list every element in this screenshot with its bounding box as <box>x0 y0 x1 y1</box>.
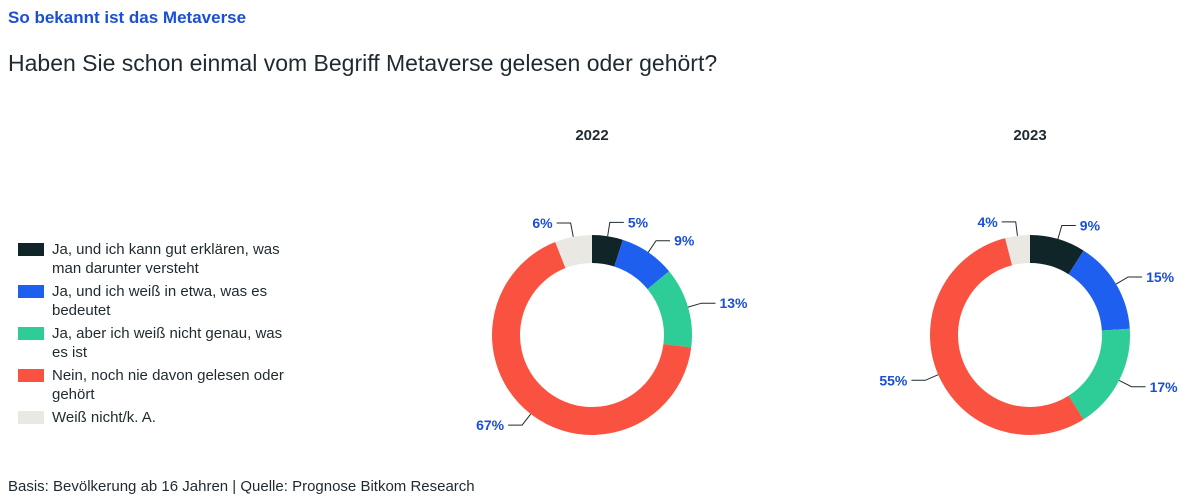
legend-swatch <box>18 243 44 256</box>
data-label-2023-roughly: 15% <box>1146 269 1175 285</box>
chart-year-2023: 2023 <box>1013 127 1046 144</box>
donut-slice-2022-never <box>492 242 692 435</box>
donut-slice-2022-not-exactly <box>647 271 692 348</box>
leader-line-2022-explain <box>607 221 624 237</box>
leader-line-2022-dont-know <box>556 222 574 237</box>
legend-swatch <box>18 369 44 382</box>
data-label-2022-not-exactly: 13% <box>719 295 748 311</box>
legend-item-not-exactly: Ja, aber ich weiß nicht genau, was es is… <box>18 324 298 362</box>
legend: Ja, und ich kann gut erklären, was man d… <box>18 240 298 431</box>
data-label-2023-not-exactly: 17% <box>1150 379 1179 395</box>
leader-line-2023-dont-know <box>1001 221 1018 236</box>
legend-item-dont-know: Weiß nicht/k. A. <box>18 408 298 427</box>
data-label-2023-never: 55% <box>879 372 908 388</box>
data-label-2022-never: 67% <box>476 417 505 433</box>
donut-slice-2023-never <box>930 238 1084 435</box>
leader-line-2023-never <box>911 374 939 381</box>
legend-item-never: Nein, noch nie davon gelesen oder gehört <box>18 366 298 404</box>
chart-kicker: So bekannt ist das Metaverse <box>8 8 247 27</box>
chart-year-2022: 2022 <box>575 127 608 144</box>
source-footer: Basis: Bevölkerung ab 16 Jahren | Quelle… <box>8 478 475 495</box>
chart-title: Haben Sie schon einmal vom Begriff Metav… <box>8 50 718 76</box>
legend-label: Ja, und ich kann gut erklären, was man d… <box>52 241 280 277</box>
legend-label: Ja, aber ich weiß nicht genau, was es is… <box>52 325 283 361</box>
leader-line-2023-explain <box>1057 225 1076 240</box>
legend-item-roughly: Ja, und ich weiß in etwa, was es bedeute… <box>18 282 298 320</box>
legend-label: Nein, noch nie davon gelesen oder gehört <box>52 367 284 403</box>
leader-line-2022-not-exactly <box>687 302 716 308</box>
donut-slice-2022-dont-know <box>555 235 593 269</box>
data-label-2023-explain: 9% <box>1080 218 1101 234</box>
legend-swatch <box>18 327 44 340</box>
legend-swatch <box>18 285 44 298</box>
donut-slice-2022-roughly <box>613 239 670 290</box>
legend-label: Ja, und ich weiß in etwa, was es bedeute… <box>52 283 268 319</box>
donut-slice-2022-explain <box>591 235 623 267</box>
leader-line-2022-roughly <box>647 240 671 253</box>
donut-slice-2023-dont-know <box>1005 235 1031 266</box>
leader-line-2023-roughly <box>1115 276 1143 285</box>
data-label-2022-roughly: 9% <box>674 233 695 249</box>
data-label-2022-explain: 5% <box>628 214 649 230</box>
data-label-2023-dont-know: 4% <box>977 214 998 230</box>
leader-line-2023-not-exactly <box>1118 379 1146 388</box>
data-label-2022-dont-know: 6% <box>532 215 553 231</box>
donut-slice-2023-not-exactly <box>1068 328 1130 420</box>
legend-item-explain: Ja, und ich kann gut erklären, was man d… <box>18 240 298 278</box>
donut-slice-2023-explain <box>1029 235 1084 275</box>
legend-label: Weiß nicht/k. A. <box>52 409 156 426</box>
legend-swatch <box>18 411 44 424</box>
leader-line-2022-never <box>508 413 532 426</box>
donut-slice-2023-roughly <box>1068 250 1130 332</box>
